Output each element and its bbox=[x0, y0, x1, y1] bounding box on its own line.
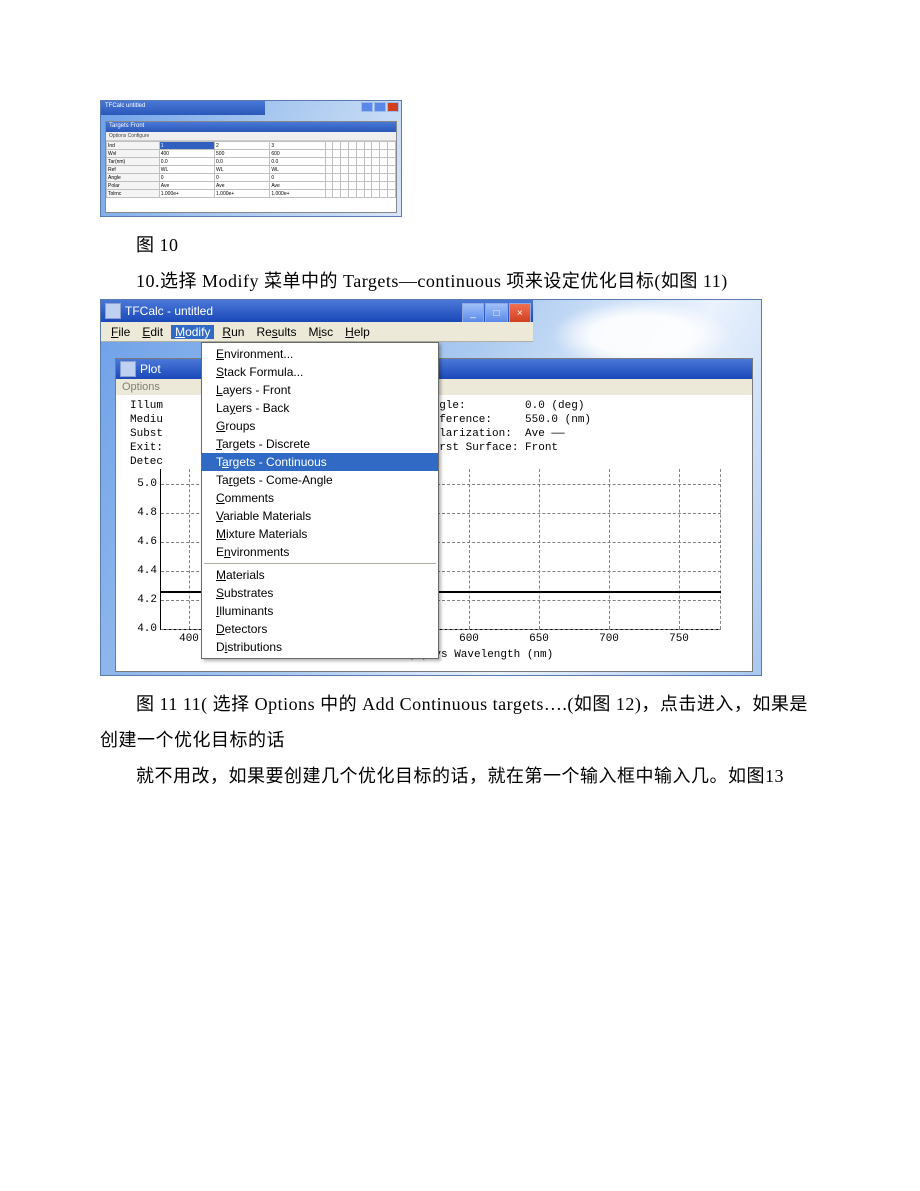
modify-menu-dropdown: Environment...Stack Formula...Layers - F… bbox=[201, 342, 439, 659]
fig10-window-buttons bbox=[361, 102, 399, 112]
xtick: 600 bbox=[459, 633, 479, 645]
menu-item-materials[interactable]: Materials bbox=[202, 566, 438, 584]
app-icon bbox=[105, 303, 121, 319]
figure-10-caption: 图 10 bbox=[100, 227, 820, 263]
paragraph-10: 10.选择 Modify 菜单中的 Targets—continuous 项来设… bbox=[100, 263, 820, 299]
paragraph-12: 就不用改，如果要创建几个优化目标的话，就在第一个输入框中输入几。如图13 bbox=[100, 758, 820, 794]
menu-item-comments[interactable]: Comments bbox=[202, 489, 438, 507]
window-buttons: _ □ × bbox=[461, 302, 533, 324]
gridline-v bbox=[539, 469, 540, 629]
maximize-button[interactable]: □ bbox=[485, 303, 507, 323]
ytick: 4.8 bbox=[127, 507, 157, 519]
menu-edit[interactable]: Edit bbox=[138, 325, 167, 339]
figure-11-caption-paragraph: 图 11 11( 选择 Options 中的 Add Continuous ta… bbox=[100, 686, 820, 758]
plot-title: Plot bbox=[140, 362, 161, 376]
menu-item-groups[interactable]: Groups bbox=[202, 417, 438, 435]
xtick: 400 bbox=[179, 633, 199, 645]
menu-results[interactable]: Results bbox=[252, 325, 300, 339]
gridline-v bbox=[469, 469, 470, 629]
gridline-v bbox=[609, 469, 610, 629]
figure-11-screenshot: TFCalc - untitled _ □ × File Edit Modify Ru… bbox=[100, 299, 762, 676]
menu-item-substrates[interactable]: Substrates bbox=[202, 584, 438, 602]
menu-item-layers-front[interactable]: Layers - Front bbox=[202, 381, 438, 399]
ytick: 4.6 bbox=[127, 536, 157, 548]
menu-item-targets-continuous[interactable]: Targets - Continuous bbox=[202, 453, 438, 471]
gridline-v bbox=[679, 469, 680, 629]
fig10-titlebar: TFCalc untitled bbox=[101, 101, 265, 115]
app-title: TFCalc - untitled bbox=[125, 304, 213, 318]
menu-run[interactable]: Run bbox=[218, 325, 248, 339]
fig10-sub-titlebar: Targets Front bbox=[106, 122, 396, 132]
menu-misc[interactable]: Misc bbox=[304, 325, 337, 339]
fig10-table-window: Targets Front Options Configure Ind123Wv… bbox=[105, 121, 397, 213]
menu-item-variable-materials[interactable]: Variable Materials bbox=[202, 507, 438, 525]
ytick: 5.0 bbox=[127, 478, 157, 490]
plot-info-right: Angle: 0.0 (deg) Reference: 550.0 (nm) P… bbox=[426, 399, 591, 455]
gridline-v bbox=[189, 469, 190, 629]
menu-item-targets-come-angle[interactable]: Targets - Come-Angle bbox=[202, 471, 438, 489]
figure-10-screenshot: TFCalc untitled Targets Front Options Co… bbox=[100, 100, 402, 217]
titlebar: TFCalc - untitled _ □ × bbox=[101, 300, 533, 322]
close-button[interactable]: × bbox=[509, 303, 531, 323]
menu-item-layers-back[interactable]: Layers - Back bbox=[202, 399, 438, 417]
minimize-button[interactable]: _ bbox=[462, 303, 484, 323]
menu-item-mixture-materials[interactable]: Mixture Materials bbox=[202, 525, 438, 543]
menu-item-illuminants[interactable]: Illuminants bbox=[202, 602, 438, 620]
plot-info-left: Illum Mediu Subst Exit: Detec bbox=[130, 399, 163, 469]
ytick: 4.4 bbox=[127, 565, 157, 577]
fig10-table: Ind123Wvl400500600Tar(nm)0.00.00.0RefWLW… bbox=[106, 141, 396, 198]
ytick: 4.0 bbox=[127, 623, 157, 635]
xtick: 700 bbox=[599, 633, 619, 645]
menu-item-distributions[interactable]: Distributions bbox=[202, 638, 438, 656]
menu-item-environment[interactable]: Environment... bbox=[202, 345, 438, 363]
menu-file[interactable]: File bbox=[107, 325, 134, 339]
xtick: 650 bbox=[529, 633, 549, 645]
menu-item-stack-formula[interactable]: Stack Formula... bbox=[202, 363, 438, 381]
menubar: File Edit Modify Run Results Misc Help bbox=[101, 322, 533, 342]
menu-modify[interactable]: Modify bbox=[171, 325, 214, 339]
xtick: 750 bbox=[669, 633, 689, 645]
ytick: 4.2 bbox=[127, 594, 157, 606]
menu-item-environments[interactable]: Environments bbox=[202, 543, 438, 561]
fig10-sub-menu: Options Configure bbox=[106, 132, 396, 141]
plot-window-icon bbox=[120, 361, 136, 377]
menu-help[interactable]: Help bbox=[341, 325, 374, 339]
menu-item-targets-discrete[interactable]: Targets - Discrete bbox=[202, 435, 438, 453]
menu-item-detectors[interactable]: Detectors bbox=[202, 620, 438, 638]
